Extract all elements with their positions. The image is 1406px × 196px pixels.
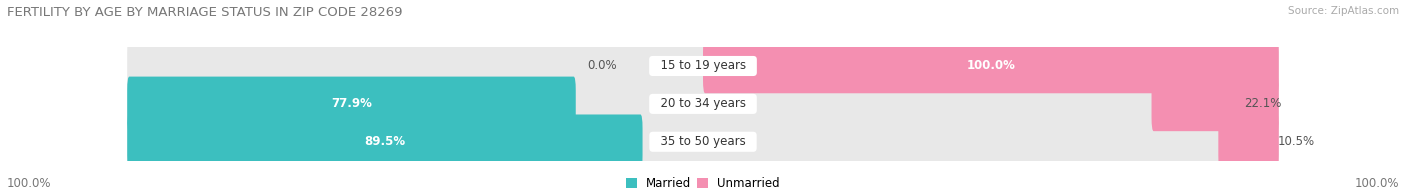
FancyBboxPatch shape: [127, 77, 575, 131]
FancyBboxPatch shape: [1152, 77, 1279, 131]
FancyBboxPatch shape: [127, 77, 1279, 131]
Text: 0.0%: 0.0%: [588, 60, 617, 73]
FancyBboxPatch shape: [703, 39, 1279, 93]
Text: 100.0%: 100.0%: [1354, 177, 1399, 190]
Text: FERTILITY BY AGE BY MARRIAGE STATUS IN ZIP CODE 28269: FERTILITY BY AGE BY MARRIAGE STATUS IN Z…: [7, 6, 402, 19]
Text: 20 to 34 years: 20 to 34 years: [652, 97, 754, 110]
FancyBboxPatch shape: [127, 114, 643, 169]
Text: 10.5%: 10.5%: [1278, 135, 1315, 148]
FancyBboxPatch shape: [127, 39, 1279, 93]
Text: 22.1%: 22.1%: [1244, 97, 1281, 110]
FancyBboxPatch shape: [127, 114, 1279, 169]
Text: Source: ZipAtlas.com: Source: ZipAtlas.com: [1288, 6, 1399, 16]
FancyBboxPatch shape: [1219, 114, 1279, 169]
Legend: Married, Unmarried: Married, Unmarried: [626, 177, 780, 190]
Text: 77.9%: 77.9%: [330, 97, 373, 110]
Text: 35 to 50 years: 35 to 50 years: [652, 135, 754, 148]
Text: 15 to 19 years: 15 to 19 years: [652, 60, 754, 73]
Text: 100.0%: 100.0%: [966, 60, 1015, 73]
Text: 100.0%: 100.0%: [7, 177, 52, 190]
Text: 89.5%: 89.5%: [364, 135, 405, 148]
